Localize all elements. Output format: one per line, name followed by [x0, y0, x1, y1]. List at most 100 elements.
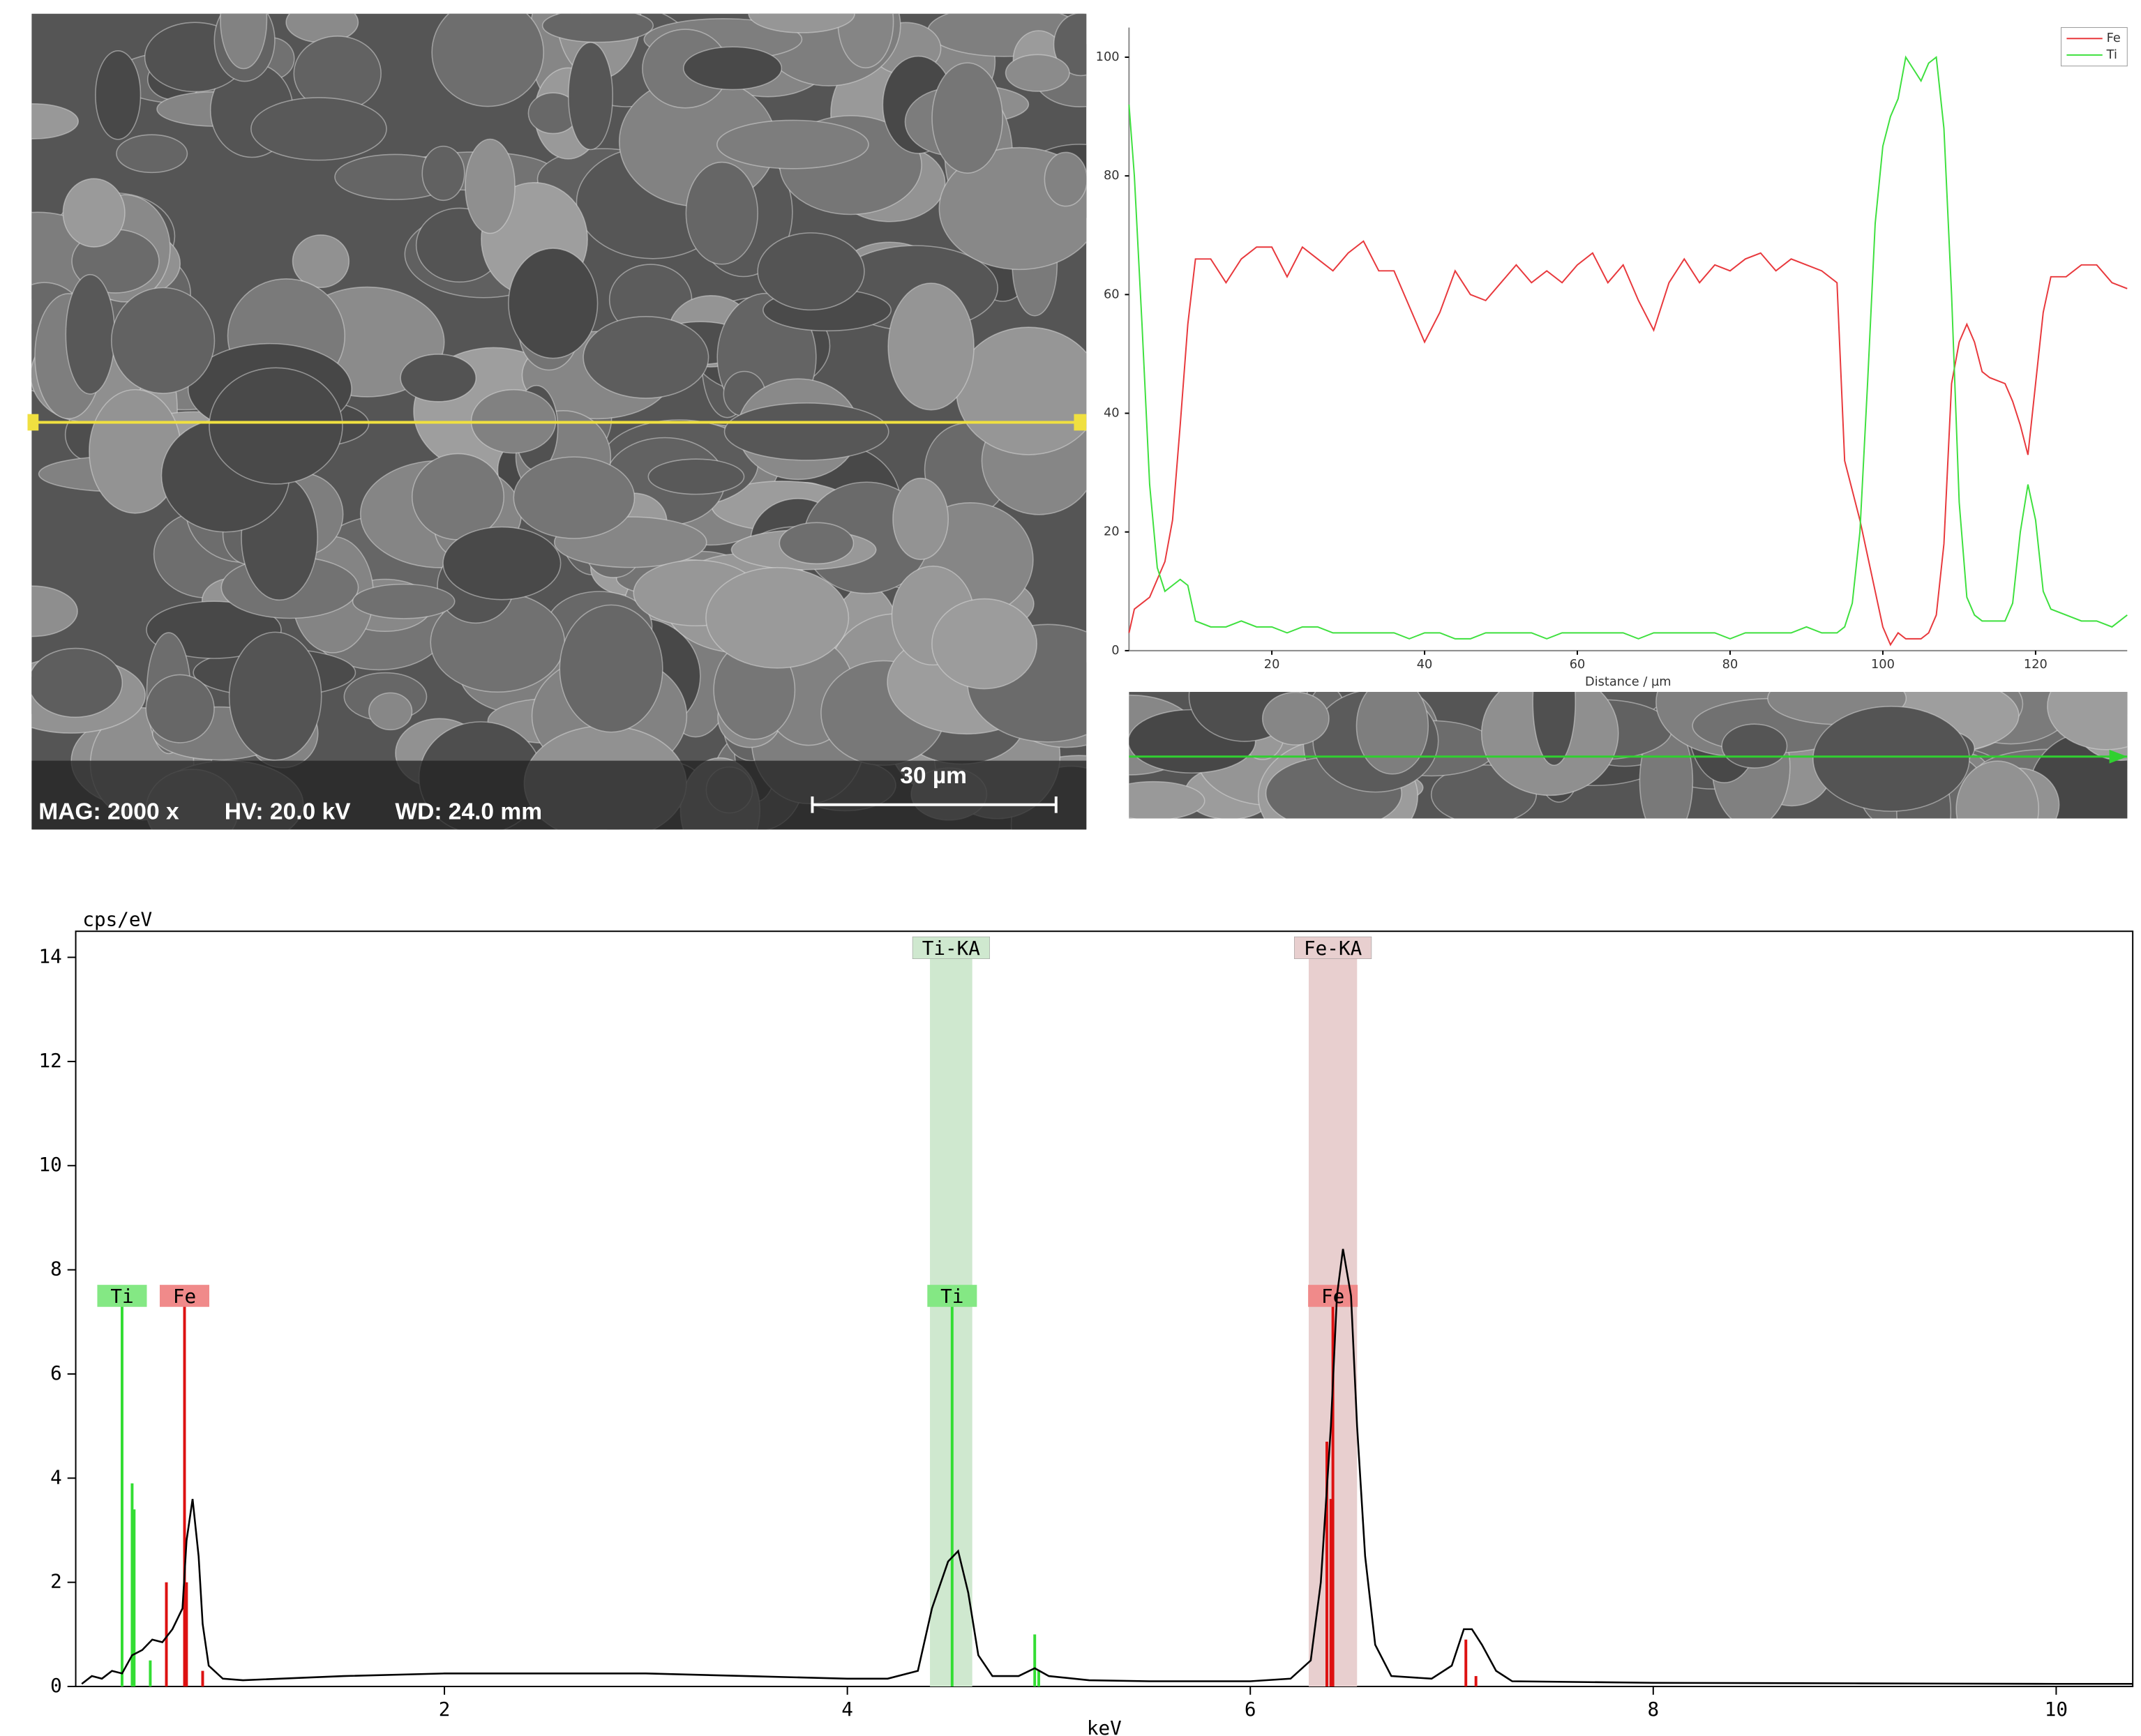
sem-particle: [647, 458, 745, 495]
element-label-box: [97, 1285, 147, 1307]
sem-particles: [31, 13, 1087, 830]
sem-particle: [716, 119, 869, 169]
element-label: Ti: [940, 1285, 963, 1308]
sem-particle: [431, 13, 544, 107]
y-tick-label: 40: [1104, 407, 1120, 421]
x-axis-label: keV: [1087, 1716, 1122, 1736]
y-tick-label: 2: [50, 1570, 62, 1593]
sem-particle: [110, 287, 216, 394]
sem-particle: [723, 402, 889, 461]
series-line: [1128, 240, 2128, 647]
sem-particle: [931, 598, 1037, 690]
x-tick-label: 120: [2024, 658, 2048, 672]
sem-particle: [352, 583, 456, 619]
sem-particle: [250, 97, 387, 161]
sem-particle: [568, 42, 613, 151]
x-tick-label: 10: [2045, 1698, 2068, 1721]
y-tick-label: 20: [1104, 525, 1120, 539]
x-tick-label: 2: [439, 1698, 451, 1721]
sem-particle: [1955, 760, 2040, 819]
y-tick-label: 100: [1096, 50, 1120, 64]
sem-particle: [705, 566, 850, 669]
x-tick-label: 80: [1722, 658, 1738, 672]
y-axis-label: cps/eV: [82, 907, 152, 930]
sem-particle: [748, 13, 855, 33]
sem-particle: [2047, 692, 2128, 750]
region-label-box: [912, 936, 990, 959]
region-label-box: [1294, 936, 1372, 959]
y-tick-label: 60: [1104, 287, 1120, 301]
sem-label: HV: 20.0 kV: [225, 799, 352, 824]
sem-particle: [931, 62, 1003, 174]
sem-particle: [1044, 151, 1087, 207]
sem-particle: [145, 674, 215, 744]
sem-image: MAG: 2000 x HV: 20.0 kV WD: 24.0 mm 30 µ…: [27, 13, 1087, 830]
sem-particle: [1261, 692, 1330, 746]
scan-strip: [1129, 692, 2128, 819]
sem-info-bar: [31, 760, 1087, 830]
element-label: Fe: [173, 1285, 196, 1308]
series-line: [1128, 55, 2128, 640]
sem-particle: [31, 647, 123, 718]
sem-particle: [1812, 705, 1970, 812]
sem-particle: [1532, 692, 1576, 767]
x-tick-label: 40: [1417, 658, 1433, 672]
sem-particle: [1053, 13, 1087, 77]
sem-particle: [757, 232, 865, 311]
y-tick-label: 4: [50, 1465, 62, 1488]
strip-particles: [1129, 692, 2128, 819]
x-tick-label: 8: [1648, 1698, 1660, 1721]
sem-particle: [368, 692, 413, 731]
element-label-box: [927, 1285, 977, 1307]
plot-frame: [75, 930, 2134, 1687]
sem-particle: [116, 134, 188, 174]
sem-particle: [65, 273, 116, 395]
sem-particle: [31, 103, 80, 139]
y-tick-label: 12: [39, 1049, 62, 1072]
scan-end: [1074, 414, 1087, 431]
x-axis-label: Distance / µm: [1585, 675, 1672, 689]
sem-particle: [228, 631, 322, 761]
sem-particle: [559, 604, 663, 733]
sem-label: MAG: 2000 x: [38, 799, 179, 824]
scale-bar-label: 30 µm: [900, 763, 967, 789]
legend-label: Ti: [2106, 48, 2117, 62]
sem-particle: [209, 367, 343, 485]
sem-particle: [887, 282, 975, 411]
sem-particle: [292, 234, 350, 289]
sem-particle: [421, 145, 465, 202]
legend-label: Fe: [2107, 31, 2121, 45]
sem-particle: [1355, 692, 1429, 775]
sem-particle: [508, 248, 599, 359]
sem-particle: [400, 354, 477, 402]
sem-particle: [442, 526, 562, 601]
sem-particle: [892, 477, 949, 560]
y-tick-label: 0: [1111, 644, 1119, 658]
sem-particle: [465, 138, 516, 234]
y-tick-label: 80: [1104, 169, 1120, 183]
y-tick-label: 0: [50, 1674, 62, 1697]
sem-particle: [541, 13, 654, 43]
element-label-box: [159, 1285, 210, 1307]
sem-particle: [682, 46, 783, 91]
sem-particle: [513, 456, 636, 539]
y-tick-label: 14: [39, 945, 62, 968]
y-tick-label: 10: [39, 1153, 62, 1176]
element-label: Fe: [1321, 1285, 1344, 1308]
x-tick-label: 100: [1871, 658, 1895, 672]
sem-particle: [95, 50, 142, 140]
sem-particle: [1005, 54, 1070, 92]
region-label: Ti-KA: [922, 937, 981, 960]
sem-particle: [583, 316, 709, 399]
scan-start: [27, 414, 39, 431]
sem-particle: [62, 178, 126, 248]
region-label: Fe-KA: [1304, 937, 1362, 960]
y-tick-label: 6: [50, 1361, 62, 1384]
legend: [2061, 27, 2128, 67]
strip-arrow: [2109, 749, 2128, 764]
sem-particle: [685, 161, 758, 265]
sem-label: WD: 24.0 mm: [395, 799, 542, 824]
sem-particle: [779, 522, 855, 565]
sem-particle: [285, 13, 359, 43]
